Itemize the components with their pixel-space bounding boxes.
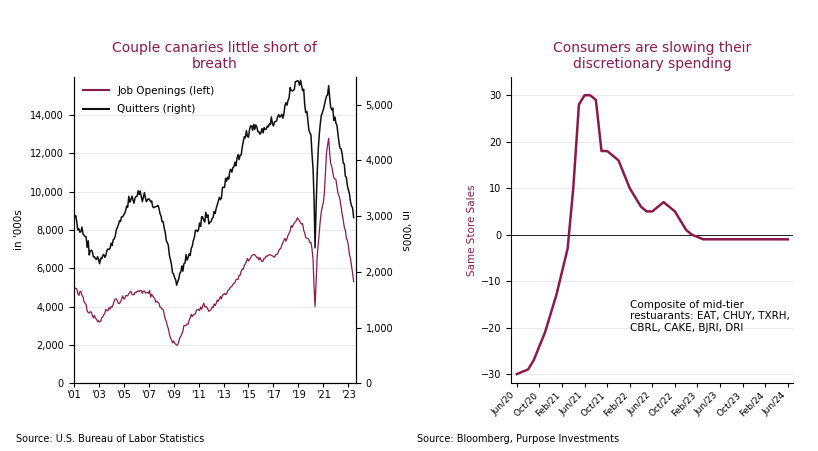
Y-axis label: Same Store Sales: Same Store Sales [467,184,477,276]
Text: Source: U.S. Bureau of Labor Statistics: Source: U.S. Bureau of Labor Statistics [16,434,204,444]
Y-axis label: in '000s: in '000s [400,210,410,250]
Text: Composite of mid-tier
restuarants: EAT, CHUY, TXRH,
CBRL, CAKE, BJRI, DRI: Composite of mid-tier restuarants: EAT, … [630,300,789,333]
Legend: Job Openings (left), Quitters (right): Job Openings (left), Quitters (right) [79,82,218,119]
Text: Source: Bloomberg, Purpose Investments: Source: Bloomberg, Purpose Investments [417,434,619,444]
Title: Consumers are slowing their
discretionary spending: Consumers are slowing their discretionar… [553,41,752,71]
Y-axis label: in '000s: in '000s [15,210,25,250]
Title: Couple canaries little short of
breath: Couple canaries little short of breath [112,41,317,71]
